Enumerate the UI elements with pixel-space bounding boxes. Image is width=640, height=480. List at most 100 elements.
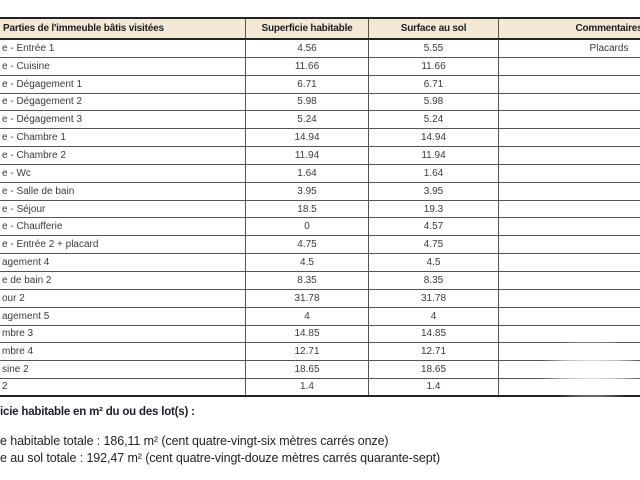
table-row: sine 2 18.65 18.65 bbox=[0, 361, 640, 380]
table-row: e - Chaufferie 0 4.57 bbox=[0, 218, 640, 237]
row-surface-value: 4 bbox=[369, 307, 499, 325]
row-comment bbox=[499, 361, 640, 378]
row-comment bbox=[499, 218, 640, 235]
table-row: e - Cuisine 11.66 11.66 bbox=[0, 57, 640, 76]
row-comment bbox=[499, 379, 640, 395]
table-row: e - Dégagement 3 5.24 5.24 bbox=[0, 111, 640, 130]
row-superficie-value: 0 bbox=[246, 218, 369, 236]
header-superficie: Superficie habitable bbox=[246, 19, 369, 38]
row-comment bbox=[499, 94, 640, 111]
table-row: 2 1.4 1.4 bbox=[0, 379, 640, 397]
header-parties: Parties de l'immeuble bâtis visitées bbox=[0, 19, 246, 38]
row-surface-value: 1.64 bbox=[369, 164, 499, 182]
table-row: mbre 3 14.85 14.85 bbox=[0, 325, 640, 344]
row-label: e - Dégagement 2 bbox=[0, 93, 246, 111]
header-surface: Surface au sol bbox=[369, 19, 499, 38]
row-label: agement 4 bbox=[0, 254, 246, 271]
footer-totals: e habitable totale : 186,11 m² (cent qua… bbox=[0, 433, 440, 466]
row-comment bbox=[499, 111, 640, 128]
row-comment bbox=[499, 343, 640, 360]
row-surface-value: 4.75 bbox=[369, 236, 499, 254]
row-superficie-value: 5.98 bbox=[246, 93, 369, 111]
row-surface-value: 8.35 bbox=[369, 271, 499, 289]
row-superficie-value: 18.5 bbox=[246, 200, 369, 218]
table-header-row: Parties de l'immeuble bâtis visitées Sup… bbox=[0, 17, 640, 40]
row-surface-value: 5.98 bbox=[369, 93, 499, 111]
measurement-table: Parties de l'immeuble bâtis visitées Sup… bbox=[0, 17, 640, 397]
row-superficie-value: 11.94 bbox=[246, 147, 369, 164]
table-row: e de bain 2 8.35 8.35 bbox=[0, 271, 640, 290]
table-row: agement 4 4.5 4.5 bbox=[0, 254, 640, 272]
row-comment bbox=[499, 129, 640, 146]
row-comment bbox=[499, 236, 640, 253]
row-label: e - Salle de bain bbox=[0, 182, 246, 200]
row-comment bbox=[499, 254, 640, 271]
row-surface-value: 3.95 bbox=[369, 182, 499, 200]
row-superficie-value: 12.71 bbox=[246, 343, 369, 361]
table-row: e - Entrée 2 + placard 4.75 4.75 bbox=[0, 236, 640, 255]
header-commentaires: Commentaires bbox=[575, 23, 640, 34]
row-surface-value: 18.65 bbox=[369, 361, 499, 379]
row-label: agement 5 bbox=[0, 307, 246, 325]
table-row: e - Séjour 18.5 19.3 bbox=[0, 200, 640, 219]
total-habitable-line: e habitable totale : 186,11 m² (cent qua… bbox=[0, 434, 389, 448]
row-comment bbox=[499, 326, 640, 343]
row-comment bbox=[499, 272, 640, 289]
row-comment bbox=[499, 290, 640, 307]
row-superficie-value: 1.4 bbox=[246, 379, 369, 395]
row-label: e - Chambre 2 bbox=[0, 147, 246, 164]
row-label: e - Dégagement 1 bbox=[0, 75, 246, 93]
row-superficie-value: 31.78 bbox=[246, 289, 369, 307]
row-label: mbre 4 bbox=[0, 343, 246, 361]
row-surface-value: 4.57 bbox=[369, 218, 499, 236]
row-comment: Placards bbox=[589, 42, 629, 54]
row-surface-value: 31.78 bbox=[369, 289, 499, 307]
row-label: e - Entrée 2 + placard bbox=[0, 236, 246, 254]
table-body: e - Entrée 1 4.56 5.55 Placards e - Cuis… bbox=[0, 40, 640, 397]
row-superficie-value: 4.75 bbox=[246, 236, 369, 254]
row-label: e - Séjour bbox=[0, 200, 246, 218]
row-label: sine 2 bbox=[0, 361, 246, 379]
row-superficie-value: 4.5 bbox=[246, 254, 369, 271]
table-row: e - Entrée 1 4.56 5.55 Placards bbox=[0, 40, 640, 58]
row-label: e - Entrée 1 bbox=[0, 40, 246, 57]
table-row: e - Wc 1.64 1.64 bbox=[0, 164, 640, 183]
row-surface-value: 1.4 bbox=[369, 379, 499, 395]
table-row: agement 5 4 4 bbox=[0, 307, 640, 326]
row-label: mbre 3 bbox=[0, 325, 246, 343]
row-label: e - Chaufferie bbox=[0, 218, 246, 236]
row-surface-value: 4.5 bbox=[369, 254, 499, 271]
row-comment bbox=[499, 308, 640, 325]
row-superficie-value: 1.64 bbox=[246, 164, 369, 182]
row-comment bbox=[499, 201, 640, 218]
row-comment bbox=[499, 183, 640, 200]
row-superficie-value: 18.65 bbox=[246, 361, 369, 379]
row-surface-value: 14.85 bbox=[369, 325, 499, 343]
table-row: e - Chambre 1 14.94 14.94 bbox=[0, 129, 640, 148]
table-row: e - Salle de bain 3.95 3.95 bbox=[0, 182, 640, 201]
row-superficie-value: 5.24 bbox=[246, 111, 369, 129]
row-label: 2 bbox=[0, 379, 246, 395]
row-label: e - Wc bbox=[0, 164, 246, 182]
table-row: our 2 31.78 31.78 bbox=[0, 289, 640, 308]
table-row: e - Dégagement 2 5.98 5.98 bbox=[0, 93, 640, 112]
row-comment bbox=[499, 165, 640, 182]
row-superficie-value: 11.66 bbox=[246, 57, 369, 75]
row-surface-value: 14.94 bbox=[369, 129, 499, 147]
row-surface-value: 11.66 bbox=[369, 57, 499, 75]
row-surface-value: 12.71 bbox=[369, 343, 499, 361]
row-surface-value: 5.55 bbox=[369, 40, 499, 57]
row-superficie-value: 14.85 bbox=[246, 325, 369, 343]
row-label: our 2 bbox=[0, 289, 246, 307]
row-comment bbox=[499, 147, 640, 164]
row-surface-value: 5.24 bbox=[369, 111, 499, 129]
row-superficie-value: 4 bbox=[246, 307, 369, 325]
row-label: e - Cuisine bbox=[0, 57, 246, 75]
row-superficie-value: 14.94 bbox=[246, 129, 369, 147]
table-row: e - Dégagement 1 6.71 6.71 bbox=[0, 75, 640, 94]
row-surface-value: 11.94 bbox=[369, 147, 499, 164]
row-label: e de bain 2 bbox=[0, 271, 246, 289]
row-superficie-value: 6.71 bbox=[246, 75, 369, 93]
row-superficie-value: 3.95 bbox=[246, 182, 369, 200]
